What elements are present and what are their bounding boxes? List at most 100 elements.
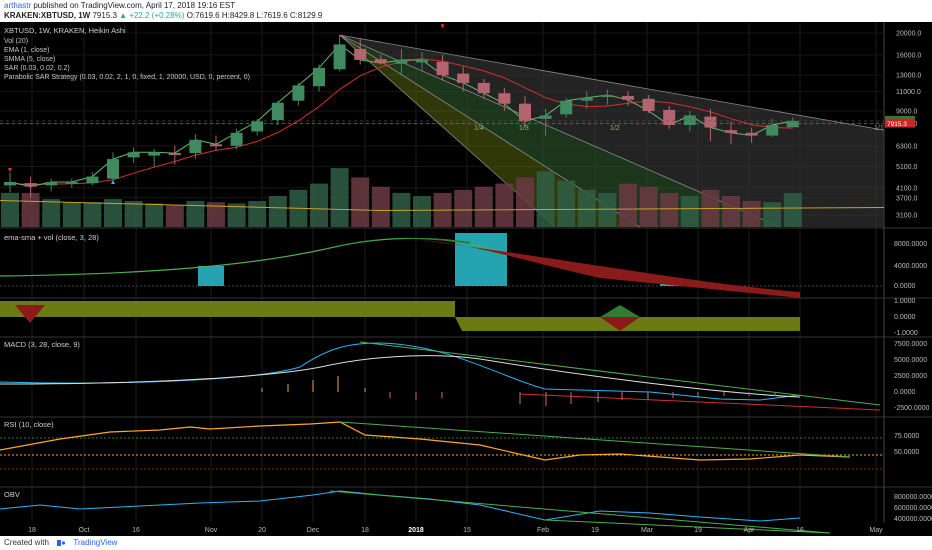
candle-body — [333, 44, 346, 70]
pane-tick-label: 4000.0000 — [894, 263, 927, 270]
macd-trend-line — [519, 393, 881, 411]
indicator-label: SMMA (5, close) — [4, 56, 55, 63]
pane-title: RSI (10, close) — [4, 420, 54, 429]
candle-body — [86, 176, 99, 184]
volume-bar — [145, 203, 164, 227]
chart-area[interactable]: 20000.016000.013000.011000.09000.07900.0… — [0, 22, 932, 536]
candle-body — [622, 95, 634, 100]
candle-body — [745, 132, 758, 136]
price-tick-label: 6300.0 — [896, 143, 918, 150]
pane-title: MACD (3, 28, close, 9) — [4, 340, 80, 349]
macd-trend-line — [359, 341, 881, 406]
candle-body — [4, 181, 16, 186]
pane-tick-label: 400000.0000 — [894, 516, 932, 523]
price-tick-label: 16000.0 — [896, 52, 921, 59]
vol-spike-block — [198, 266, 224, 286]
volume-bar — [557, 180, 576, 227]
created-with-label: Created with — [4, 538, 49, 547]
candle-body — [725, 130, 737, 133]
price-tick-label: 9000.0 — [896, 109, 918, 116]
candle-body — [107, 159, 119, 179]
main-chart-title: XBTUSD, 1W, KRAKEN, Heikin Ashi — [4, 26, 126, 35]
x-axis-tick-label: 18 — [28, 527, 36, 534]
pane-tick-label: 8000.0000 — [894, 241, 927, 248]
signal-line — [0, 355, 801, 398]
candle-body — [539, 115, 552, 119]
candle-body — [374, 59, 387, 64]
candle-body — [230, 132, 243, 146]
pane-tick-label: -2500.0000 — [894, 405, 930, 412]
chart-svg[interactable]: 20000.016000.013000.011000.09000.07900.0… — [0, 22, 932, 536]
volume-bar — [227, 203, 246, 227]
volume-bar — [413, 196, 431, 227]
symbol-line: KRAKEN:XBTUSD, 1W 7915.3 ▲ +22.2 (+0.28%… — [4, 11, 322, 21]
candle-body — [580, 97, 593, 101]
pane-tick-label: 75.0000 — [894, 433, 919, 440]
volume-bar — [104, 199, 122, 227]
price-tick-label: 3700.0 — [896, 195, 918, 202]
volume-bar — [722, 196, 740, 227]
volume-bar — [680, 196, 699, 227]
x-axis-tick-label: Mar — [641, 527, 654, 534]
candle-body — [127, 152, 140, 158]
pane-tick-label: 0.0000 — [894, 389, 916, 396]
indicator-label: EMA (1, close) — [4, 47, 50, 54]
volume-bar — [639, 186, 658, 227]
volume-bar — [248, 200, 267, 227]
published-text: published on TradingView.com, April 17, … — [33, 1, 236, 10]
candle-body — [292, 85, 305, 101]
candle-body — [560, 100, 573, 115]
x-axis-tick-label: 19 — [694, 527, 702, 534]
volume-bar — [165, 205, 184, 227]
candle-body — [416, 59, 428, 63]
x-axis-tick-label: 18 — [361, 527, 369, 534]
x-axis-tick-label: 15 — [463, 527, 471, 534]
ohlc-values: O:7619.6 H:8429.8 L:7619.6 C:8129.9 — [186, 11, 323, 20]
candle-body — [313, 67, 325, 87]
price-tag — [885, 118, 915, 128]
volume-bar — [742, 200, 761, 227]
rsi-line — [0, 421, 851, 461]
obv-area-pos — [0, 301, 455, 317]
volume-bar — [62, 202, 81, 227]
volume-bar — [42, 199, 61, 227]
pane-tick-label: 0.0000 — [894, 283, 916, 290]
pane-tick-label: 2500.0000 — [894, 373, 927, 380]
pane-tick-label: 600000.0000 — [894, 505, 932, 512]
price-tick-label: 13000.0 — [896, 73, 921, 80]
fan-label: 1/3 — [519, 125, 529, 132]
volume-bar — [371, 186, 390, 227]
sar-down-arrow — [8, 168, 12, 172]
candle-body — [704, 116, 717, 128]
author-link[interactable]: arthastr — [4, 1, 32, 10]
volume-bar — [619, 183, 637, 227]
ema-sma-area-red — [420, 240, 800, 298]
candle-body — [683, 115, 696, 125]
tradingview-link[interactable]: TradingView — [73, 538, 118, 547]
volume-bar — [598, 192, 617, 227]
sar-up-arrow — [111, 180, 115, 184]
x-axis-tick-label: 2018 — [408, 527, 424, 534]
volume-bar — [474, 186, 493, 227]
candle-body — [498, 93, 511, 104]
candle-body — [148, 152, 161, 156]
candle-body — [24, 183, 37, 187]
volume-bar — [207, 202, 225, 227]
publish-line: arthastr published on TradingView.com, A… — [4, 1, 235, 11]
candle-body — [251, 121, 264, 132]
obv-cross-red — [600, 317, 640, 331]
x-axis-tick-label: Feb — [537, 527, 549, 534]
obv-trend-line — [329, 490, 831, 534]
candle-body — [210, 144, 222, 147]
candle-body — [642, 98, 655, 112]
candle-body — [45, 181, 58, 186]
volume-bar — [536, 171, 555, 227]
obv-line — [0, 490, 801, 522]
candle-body — [436, 61, 449, 76]
price-tick-label: 5100.0 — [896, 164, 918, 171]
volume-bar — [577, 189, 596, 227]
ma-line — [0, 199, 885, 211]
tradingview-logo-icon — [57, 539, 66, 546]
x-axis-tick-label: 16 — [132, 527, 140, 534]
volume-bar — [268, 196, 287, 227]
